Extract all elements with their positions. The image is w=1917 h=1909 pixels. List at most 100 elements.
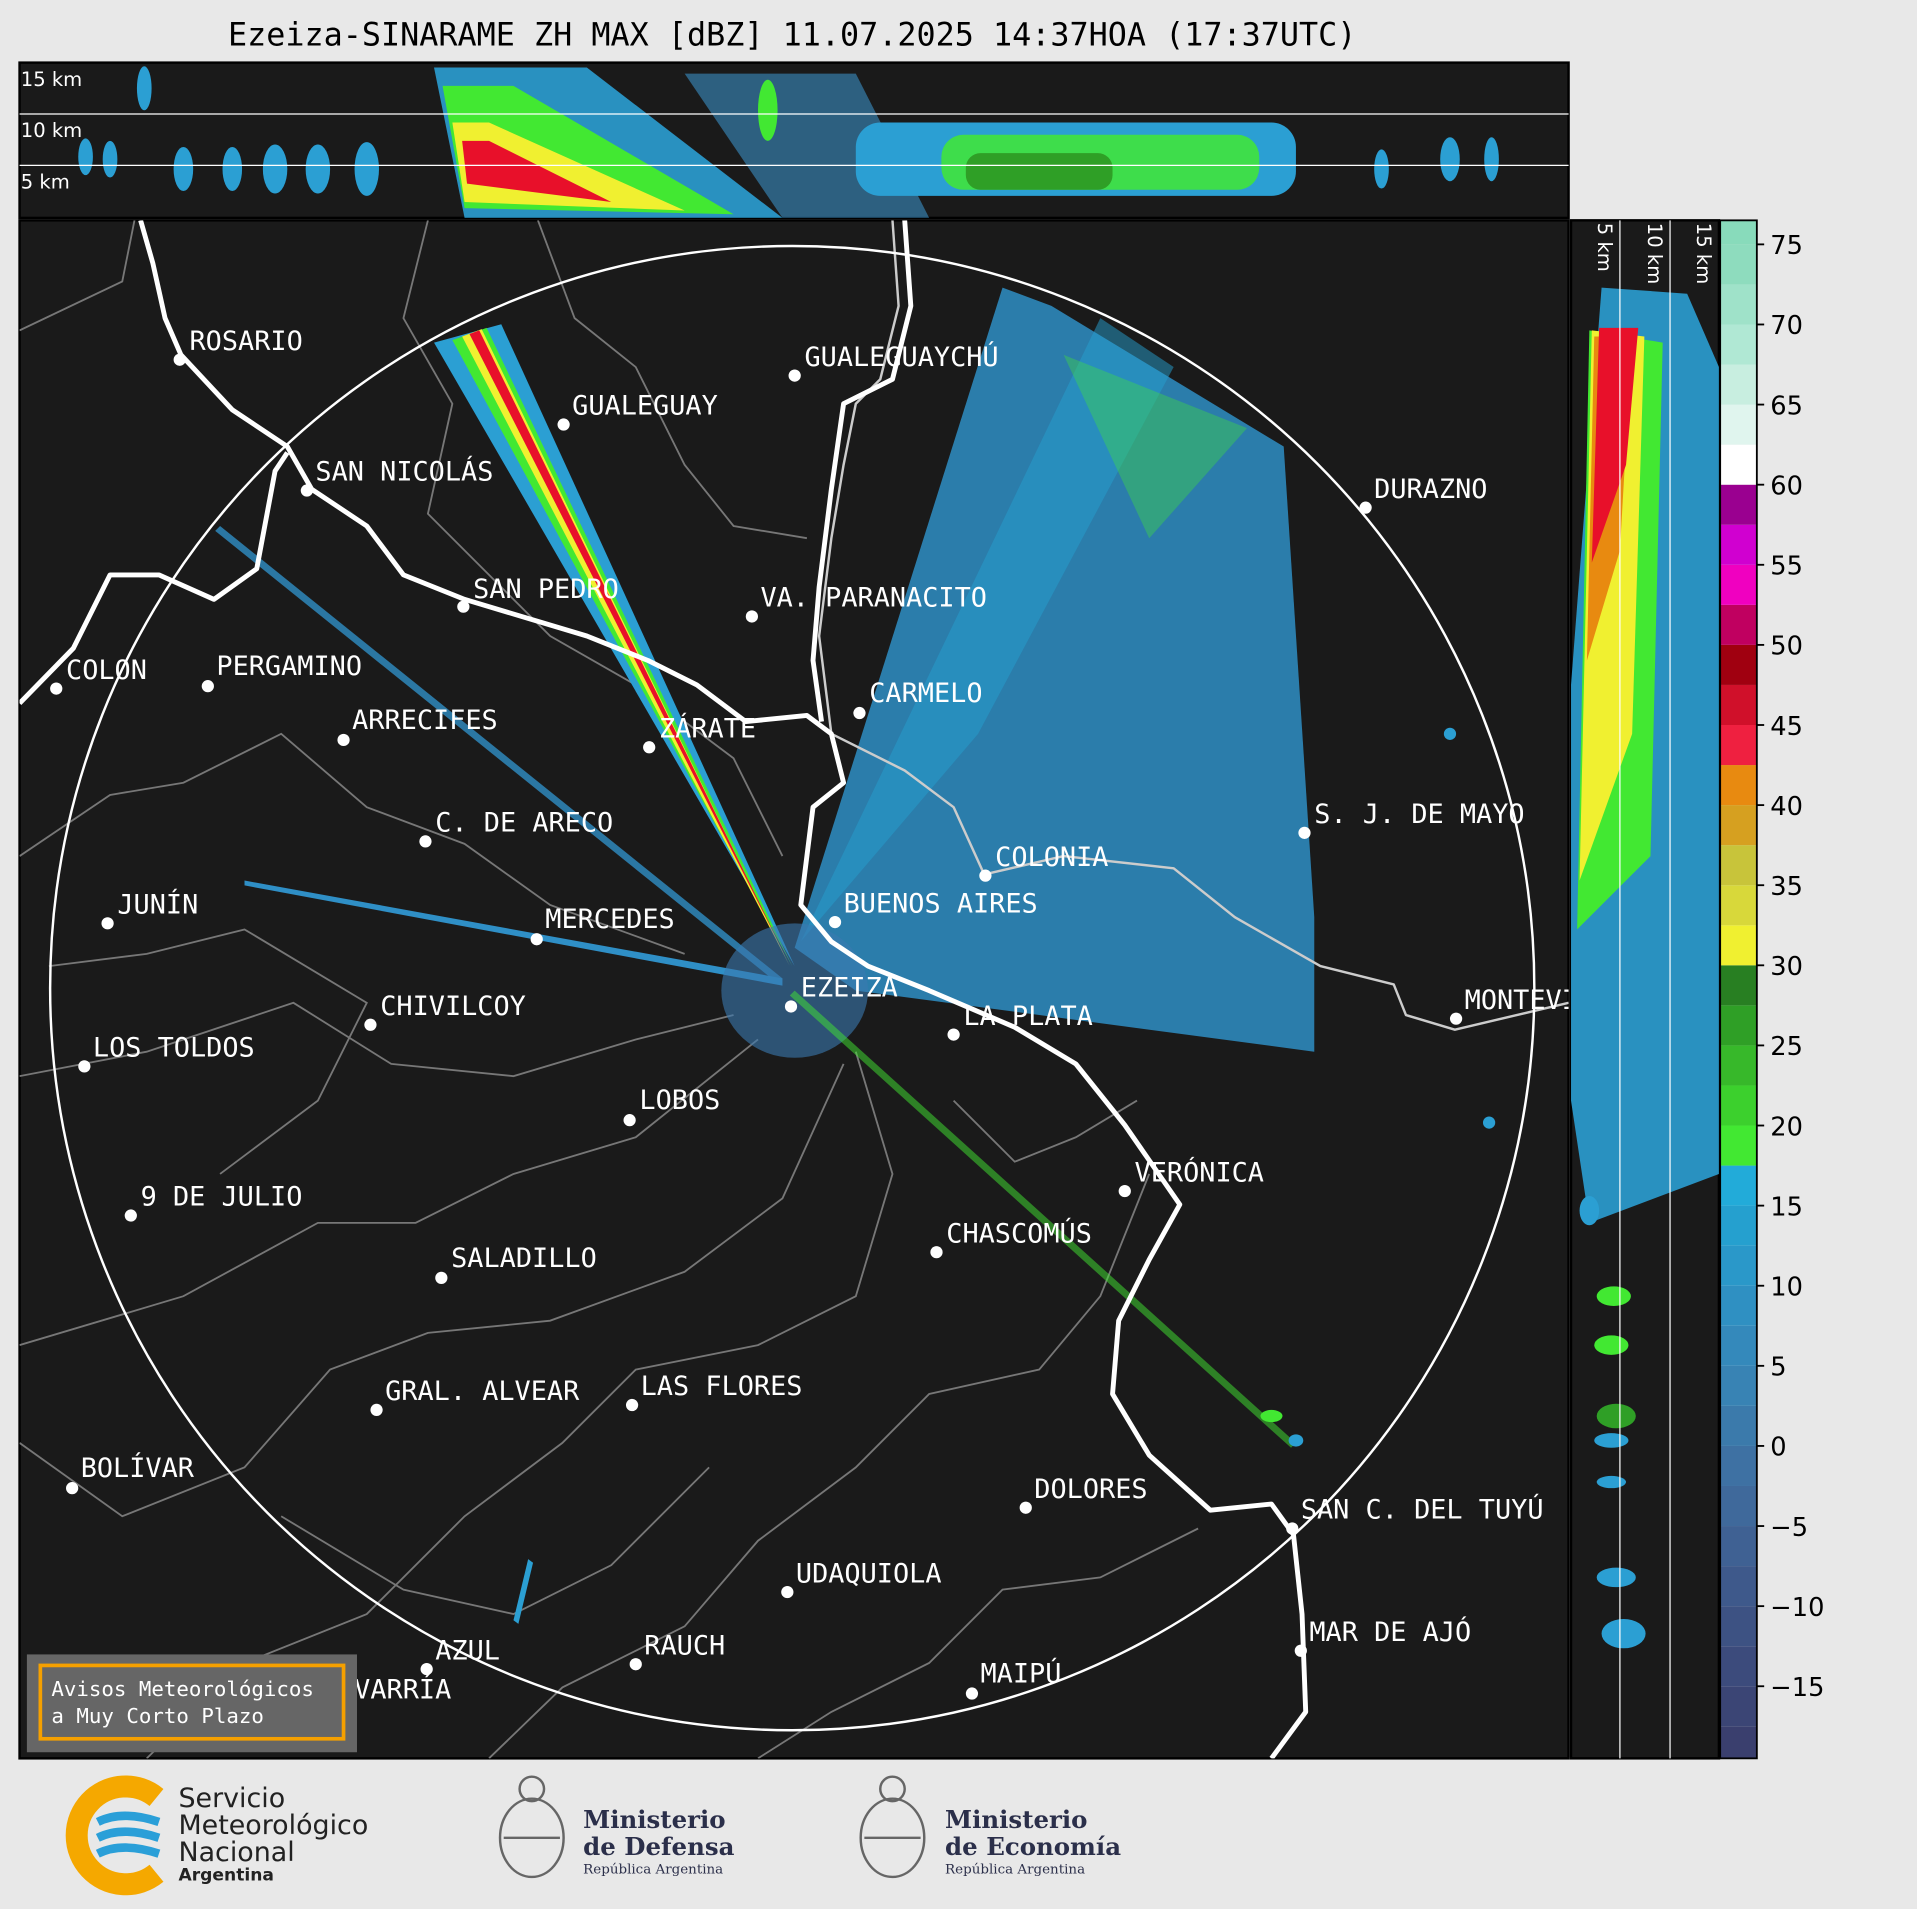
- city-label: SAN C. DEL TUYÚ: [1301, 1494, 1544, 1526]
- city-dot: [947, 1028, 960, 1041]
- colorbar-band: [1720, 724, 1757, 766]
- colorbar-tick-label: 75: [1770, 231, 1803, 261]
- city-label: EZEIZA: [801, 973, 898, 1004]
- city-label: DOLORES: [1034, 1474, 1147, 1505]
- colorbar-band: [1720, 1405, 1757, 1446]
- colorbar-band: [1720, 805, 1757, 846]
- logo-text: Nacional: [178, 1837, 294, 1868]
- smn-logo: [65, 1775, 164, 1896]
- city-label: S. J. DE MAYO: [1314, 799, 1524, 830]
- city-dot: [201, 680, 214, 693]
- logo-text: Servicio: [178, 1783, 285, 1814]
- colorbar-tick-label: 45: [1770, 712, 1803, 742]
- city-label: JUNÍN: [117, 889, 198, 921]
- city-label: DURAZNO: [1374, 474, 1487, 505]
- height-label: 15 km: [21, 68, 82, 91]
- city-label: GRAL. ALVEAR: [385, 1376, 580, 1407]
- colorbar-tick-label: 55: [1770, 552, 1803, 582]
- map-layer: ROSARIO GUALEGUAYCHÚ GUALEGUAY SAN NICOLÁS D…: [19, 220, 1627, 1759]
- city-dot: [420, 1662, 433, 1676]
- city-label: CHASCOMÚS: [946, 1217, 1092, 1249]
- height-label: 10 km: [1643, 223, 1666, 284]
- colorbar-band: [1720, 1646, 1757, 1687]
- city-dot: [300, 484, 313, 497]
- city-dot: [745, 610, 758, 623]
- city-dot: [1118, 1184, 1131, 1198]
- side-echoes: [1571, 287, 1719, 1649]
- city-dot: [124, 1209, 137, 1222]
- city-dot: [629, 1658, 642, 1671]
- colorbar-band: [1720, 564, 1757, 605]
- colorbar-tick-label: 50: [1770, 632, 1803, 662]
- city-dot: [50, 682, 63, 695]
- colorbar-band: [1720, 1045, 1757, 1086]
- city-label: ARRECIFES: [352, 705, 498, 736]
- rivers-coast: [19, 220, 1569, 1759]
- logo-text: República Argentina: [583, 1862, 723, 1877]
- colorbar-tick-label: 20: [1770, 1112, 1803, 1142]
- city-label: LOS TOLDOS: [93, 1033, 255, 1064]
- colorbar-band: [1720, 404, 1757, 445]
- logo-text: de Economía: [945, 1832, 1121, 1861]
- colorbar-band: [1720, 1205, 1757, 1246]
- colorbar-band: [1720, 1566, 1757, 1607]
- city-dot: [781, 1585, 794, 1599]
- colorbar-band: [1720, 765, 1757, 806]
- colorbar-band: [1720, 1085, 1757, 1126]
- colorbar-tick-label: 5: [1770, 1353, 1786, 1383]
- colorbar-band: [1720, 1005, 1757, 1046]
- city-dot: [1286, 1522, 1299, 1535]
- colorbar-tick-label: 35: [1770, 872, 1803, 902]
- logo-text: Ministerio: [945, 1805, 1087, 1834]
- city-label: BOLÍVAR: [81, 1452, 195, 1484]
- city-label: UDAQUIOLA: [796, 1558, 942, 1589]
- colorbar-tick-label: 40: [1770, 792, 1803, 822]
- city-dot: [435, 1271, 448, 1284]
- logo-text: República Argentina: [945, 1862, 1085, 1877]
- city-label: SALADILLO: [451, 1243, 597, 1274]
- city-label: ROSARIO: [189, 326, 302, 357]
- city-label: GUALEGUAY: [572, 391, 718, 422]
- colorbar-band: [1720, 1125, 1757, 1166]
- height-label: 5 km: [1593, 223, 1616, 272]
- city-label: BUENOS AIRES: [844, 888, 1038, 919]
- colorbar-tick-label: 10: [1770, 1273, 1803, 1303]
- colorbar-band: [1720, 1606, 1757, 1647]
- colorbar-tick-label: −15: [1770, 1673, 1824, 1703]
- colorbar-band: [1720, 444, 1757, 485]
- city-dot: [419, 835, 432, 848]
- notice-text: a Muy Corto Plazo: [51, 1704, 264, 1728]
- colorbar-band: [1720, 965, 1757, 1006]
- city-label: LAS FLORES: [641, 1371, 803, 1402]
- city-label: MAIPÚ: [981, 1658, 1062, 1690]
- city-label: MONTEVIDEO: [1465, 985, 1627, 1016]
- city-dot: [1449, 1012, 1463, 1025]
- colorbar-band: [1720, 1526, 1757, 1567]
- city-dot: [623, 1114, 636, 1127]
- colorbar-tick-label: 70: [1770, 311, 1803, 341]
- city-dot: [101, 917, 114, 930]
- city-label: LOBOS: [639, 1085, 720, 1116]
- colorbar-tick-label: 25: [1770, 1032, 1803, 1062]
- city-label: PERGAMINO: [216, 651, 362, 682]
- colorbar-band: [1720, 1245, 1757, 1286]
- colorbar-band: [1720, 925, 1757, 966]
- notice-box[interactable]: [26, 1654, 357, 1753]
- top-echoes: [78, 66, 1499, 218]
- city-dot: [784, 1000, 798, 1013]
- city-label: CARMELO: [869, 678, 982, 709]
- colorbar-tick-label: 15: [1770, 1192, 1803, 1222]
- city-dot: [853, 706, 866, 720]
- city-label: C. DE ARECO: [435, 808, 613, 839]
- colorbar-tick-label: −5: [1770, 1513, 1808, 1543]
- city-label: RAUCH: [644, 1630, 725, 1661]
- city-dot: [530, 933, 543, 946]
- colorbar-tick-label: 0: [1770, 1433, 1786, 1463]
- city-label: GUALEGUAYCHÚ: [804, 341, 998, 373]
- logo-text: de Defensa: [583, 1832, 734, 1861]
- city-label: VERÓNICA: [1135, 1156, 1264, 1188]
- city-dot: [66, 1482, 79, 1495]
- city-label: SAN NICOLÁS: [315, 456, 493, 488]
